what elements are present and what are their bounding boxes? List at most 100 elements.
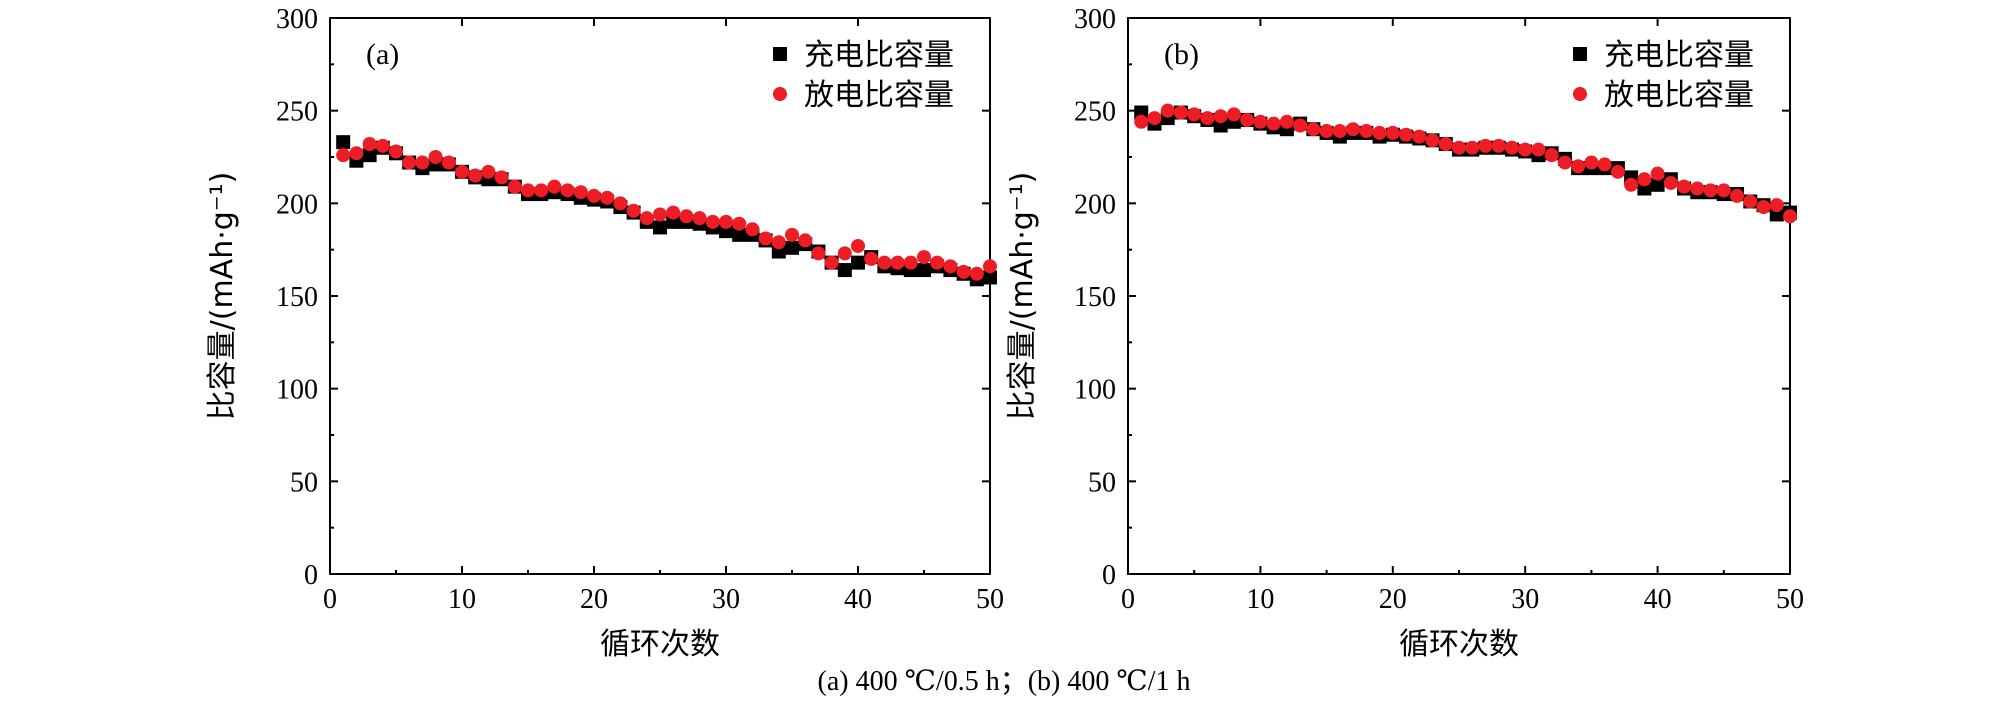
data-point-circle	[1677, 179, 1692, 194]
data-point-circle	[1399, 127, 1414, 142]
x-tick-label: 0	[1121, 584, 1135, 615]
y-tick-label: 50	[290, 467, 318, 498]
x-tick-label: 30	[1511, 584, 1539, 615]
data-point-circle	[1703, 183, 1718, 198]
data-point-circle	[1213, 109, 1228, 124]
data-point-circle	[983, 259, 997, 274]
data-point-circle	[1359, 124, 1374, 139]
data-point-circle	[481, 164, 496, 179]
data-point-circle	[1173, 105, 1188, 120]
series-discharge	[336, 137, 997, 281]
data-point-circle	[1584, 155, 1599, 170]
data-point-circle	[362, 137, 377, 152]
data-point-circle	[1478, 138, 1493, 153]
data-point-circle	[428, 150, 443, 164]
x-tick-label: 50	[1776, 584, 1804, 615]
x-tick-label: 40	[844, 584, 872, 615]
y-tick-label: 200	[1074, 189, 1116, 220]
data-point-circle	[1716, 183, 1731, 198]
data-point-square	[732, 227, 747, 242]
data-point-circle	[1425, 133, 1440, 148]
data-point-circle	[705, 214, 720, 229]
data-point-circle	[1253, 114, 1268, 129]
data-point-circle	[824, 255, 839, 270]
data-point-circle	[653, 207, 667, 222]
data-point-circle	[956, 264, 971, 279]
data-point-square	[837, 263, 852, 278]
x-tick-label: 40	[1644, 584, 1672, 615]
data-point-circle	[1743, 194, 1758, 209]
panel-label: (b)	[1164, 38, 1199, 71]
data-point-circle	[441, 155, 456, 170]
y-tick-label: 250	[276, 97, 318, 128]
data-point-circle	[1200, 111, 1215, 126]
data-point-circle	[1279, 114, 1294, 129]
data-point-circle	[1452, 140, 1466, 155]
legend-marker-square	[773, 47, 787, 61]
data-point-circle	[692, 211, 707, 226]
data-point-circle	[1531, 142, 1546, 157]
x-tick-label: 0	[323, 584, 337, 615]
y-tick-label: 300	[276, 4, 318, 35]
y-axis-title: 比容量/(mAh·g⁻¹)	[205, 172, 240, 421]
data-point-square	[1650, 177, 1665, 192]
data-point-circle	[1624, 177, 1639, 192]
data-point-circle	[1557, 155, 1572, 170]
data-point-circle	[389, 144, 403, 159]
data-point-circle	[402, 155, 417, 170]
data-point-circle	[1240, 112, 1255, 127]
data-point-circle	[600, 190, 615, 205]
x-axis-title: 循环次数	[600, 627, 720, 662]
y-tick-label: 100	[276, 375, 318, 406]
data-point-circle	[1147, 111, 1162, 126]
y-tick-label: 250	[1074, 97, 1116, 128]
data-point-circle	[336, 148, 351, 163]
data-point-circle	[507, 179, 522, 194]
data-point-square	[336, 135, 351, 150]
series-discharge	[1134, 103, 1797, 224]
data-point-circle	[1756, 200, 1771, 215]
data-point-circle	[1332, 124, 1347, 139]
y-tick-label: 200	[276, 189, 318, 220]
y-tick-label: 50	[1088, 467, 1116, 498]
data-point-circle	[1571, 159, 1586, 174]
data-point-circle	[930, 255, 945, 270]
data-point-circle	[1293, 118, 1308, 133]
data-point-circle	[1306, 122, 1321, 137]
data-point-circle	[455, 164, 469, 179]
data-point-circle	[375, 138, 390, 153]
data-point-circle	[1504, 140, 1519, 155]
data-point-circle	[771, 235, 786, 250]
data-point-circle	[1134, 114, 1149, 129]
data-point-circle	[1690, 181, 1705, 196]
data-point-circle	[613, 196, 628, 211]
data-point-circle	[1783, 209, 1797, 224]
data-point-circle	[1730, 188, 1745, 203]
figure-caption: (a) 400 ℃/0.5 h；(b) 400 ℃/1 h	[818, 666, 1191, 697]
x-tick-label: 30	[712, 584, 740, 615]
data-point-circle	[745, 222, 760, 237]
data-point-circle	[1663, 175, 1678, 190]
series-charge	[1134, 105, 1797, 222]
legend-marker-square	[1573, 47, 1587, 61]
chart-panel-b: 0 10 20 30 40 50 0 50 100 150 200 250 300 循环次数 比容量/(mA…	[1005, 4, 1804, 662]
data-point-circle	[732, 216, 747, 231]
data-point-circle	[969, 266, 984, 281]
data-point-circle	[1438, 137, 1453, 152]
y-tick-label: 0	[304, 560, 318, 591]
y-axis-title: 比容量/(mAh·g⁻¹)	[1005, 172, 1040, 421]
data-point-circle	[468, 168, 483, 183]
data-point-circle	[1491, 138, 1506, 153]
data-point-circle	[666, 205, 681, 220]
data-point-circle	[626, 203, 641, 218]
data-point-circle	[573, 185, 588, 200]
data-point-circle	[864, 251, 879, 266]
y-tick-label: 0	[1102, 560, 1116, 591]
data-point-circle	[890, 255, 905, 270]
data-point-circle	[547, 179, 562, 194]
data-point-circle	[1319, 124, 1334, 139]
x-tick-label: 20	[1379, 584, 1407, 615]
x-tick-label: 50	[976, 584, 1004, 615]
data-point-circle	[560, 183, 575, 198]
data-point-circle	[534, 183, 549, 198]
